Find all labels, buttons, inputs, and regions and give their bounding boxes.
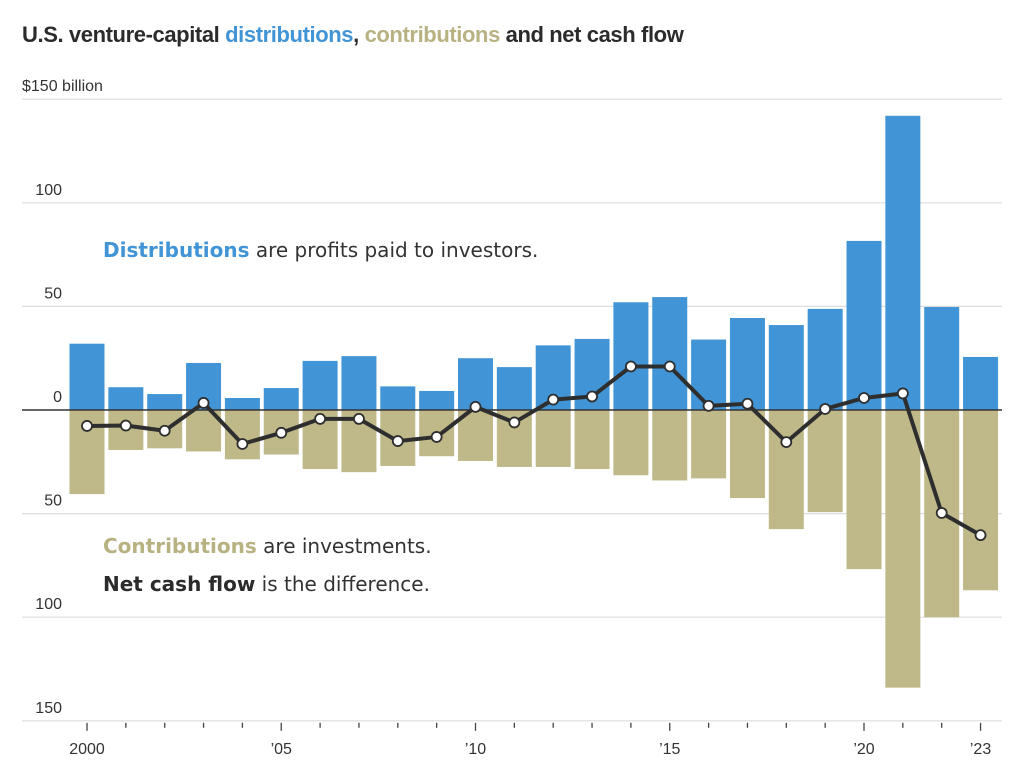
annotation-contributions-text: are investments. xyxy=(257,534,432,558)
x-tick-label: ’15 xyxy=(659,741,680,758)
net-cash-flow-point xyxy=(508,416,521,429)
net-cash-flow-point xyxy=(547,393,560,406)
contribution-bar xyxy=(458,410,493,461)
net-cash-flow-point xyxy=(430,431,443,443)
net-cash-flow-point xyxy=(780,436,793,449)
x-axis: 2000 ’05 ’10 ’15 ’20 ’23 xyxy=(69,722,991,758)
net-cash-flow-point xyxy=(586,390,598,403)
title-suffix: and net cash flow xyxy=(499,22,684,47)
y-tick-label: 50 xyxy=(44,493,62,510)
annotation-contributions: Contributions are investments. xyxy=(103,534,432,558)
y-tick-label: $150 billion xyxy=(22,78,103,95)
net-cash-flow-point xyxy=(974,529,987,542)
net-cash-flow-point xyxy=(275,426,288,439)
distribution-bar xyxy=(729,318,765,410)
net-cash-flow-point xyxy=(119,419,132,432)
net-cash-flow-point xyxy=(314,413,327,425)
distribution-bar xyxy=(108,387,144,410)
contribution-bar xyxy=(846,410,882,570)
annotation-net-key: Net cash flow xyxy=(103,572,255,596)
x-tick-label: ’05 xyxy=(271,741,292,758)
net-cash-flow-point xyxy=(197,397,210,409)
net-cash-flow-path xyxy=(86,364,982,537)
distribution-bar xyxy=(652,297,688,410)
distribution-bar xyxy=(807,308,843,410)
net-cash-flow-point xyxy=(353,413,365,425)
title-prefix: U.S. venture-capital xyxy=(22,22,226,47)
contribution-bar xyxy=(224,410,260,460)
distribution-bar xyxy=(885,115,921,410)
distribution-bar xyxy=(768,325,804,410)
net-cash-flow-point xyxy=(819,403,832,415)
annotation-net-text: is the difference. xyxy=(255,572,430,596)
net-cash-flow-point xyxy=(896,387,909,400)
x-tick-label: ’10 xyxy=(465,741,486,758)
annotation-distributions-text: are profits paid to investors. xyxy=(250,238,539,262)
net-cash-flow-point xyxy=(935,507,948,519)
distribution-bar xyxy=(147,394,183,410)
contribution-bar xyxy=(729,410,765,499)
y-tick-label: 100 xyxy=(35,182,62,199)
distribution-bar xyxy=(380,386,416,410)
contribution-bar xyxy=(963,410,999,591)
y-axis-labels: $150 billion 100 50 0 50 100 150 xyxy=(22,78,103,717)
distribution-bar xyxy=(341,356,377,410)
annotation-contributions-key: Contributions xyxy=(103,534,257,558)
net-cash-flow-point xyxy=(625,360,637,373)
contribution-bar xyxy=(691,410,727,479)
distribution-bar xyxy=(224,397,260,410)
contribution-bar xyxy=(652,410,688,481)
title-distributions: distributions xyxy=(225,22,354,47)
distribution-bar xyxy=(419,390,455,410)
contribution-bar xyxy=(885,410,921,688)
annotation-distributions-key: Distributions xyxy=(103,238,250,262)
title-comma: , xyxy=(353,22,359,47)
net-cash-flow-point xyxy=(391,435,404,447)
y-tick-label: 100 xyxy=(35,596,62,613)
bars xyxy=(69,115,999,688)
distribution-bar xyxy=(69,343,105,410)
distribution-bar xyxy=(496,367,532,410)
chart-title: U.S. venture-capital distributions, cont… xyxy=(22,22,684,48)
y-tick-label: 150 xyxy=(35,700,62,717)
net-cash-flow-point xyxy=(663,360,676,373)
annotation-distributions: Distributions are profits paid to invest… xyxy=(103,238,538,262)
distribution-bar xyxy=(924,307,960,410)
net-cash-flow-point xyxy=(858,392,870,404)
net-cash-flow-point xyxy=(236,438,249,450)
x-tick-label: 2000 xyxy=(69,741,105,758)
y-tick-label: 0 xyxy=(53,389,62,406)
net-cash-flow-point xyxy=(741,397,754,410)
x-tick-label: ’23 xyxy=(970,741,991,758)
contribution-bar xyxy=(535,410,571,467)
y-tick-label: 50 xyxy=(44,285,62,302)
distribution-bar xyxy=(302,360,338,410)
contribution-bar xyxy=(807,410,843,513)
distribution-bar xyxy=(691,339,727,410)
contribution-bar xyxy=(613,410,649,476)
gridlines xyxy=(22,98,1002,722)
distribution-bar xyxy=(963,356,999,410)
contribution-bar xyxy=(574,410,610,470)
title-contributions: contributions xyxy=(364,22,501,47)
x-tick-label: ’20 xyxy=(853,741,874,758)
distribution-bar xyxy=(263,388,299,410)
net-cash-flow-point xyxy=(158,424,171,437)
net-cash-flow-point xyxy=(702,399,715,412)
net-cash-flow-line xyxy=(81,360,987,542)
net-cash-flow-point xyxy=(469,400,482,413)
net-cash-flow-point xyxy=(81,420,93,432)
distribution-bar xyxy=(613,302,649,410)
distribution-bar xyxy=(846,240,882,410)
annotation-net: Net cash flow is the difference. xyxy=(103,572,430,596)
